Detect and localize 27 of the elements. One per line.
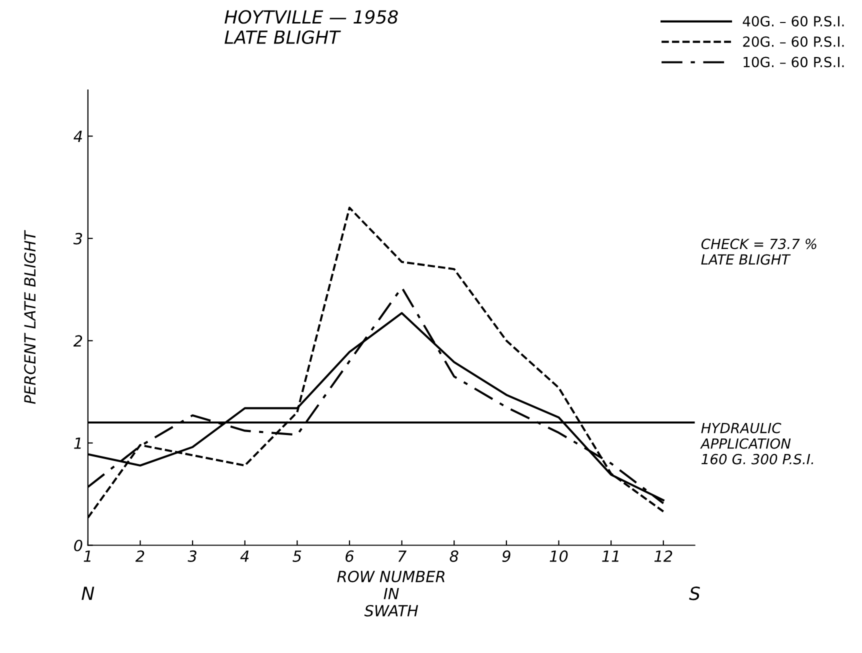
legend-label: 20G. – 60 P.S.I. xyxy=(743,36,844,47)
x-tick-label: 5 xyxy=(292,550,302,562)
x-tick-label: 9 xyxy=(502,550,510,562)
y-tick-label: 1 xyxy=(74,438,81,449)
x-tick-label: 12 xyxy=(654,550,672,562)
x-tick-label: 10 xyxy=(550,550,568,562)
y-axis-title: PERCENT LATE BLIGHT xyxy=(24,230,36,404)
x-tick-label: 2 xyxy=(135,550,144,562)
y-tick-label: 4 xyxy=(74,130,82,142)
y-tick-label: 2 xyxy=(73,335,82,346)
x-axis-title: ROW NUMBER IN SWATH xyxy=(337,570,444,616)
text: S xyxy=(689,586,700,600)
text: CHECK = 73.7 % LATE BLIGHT xyxy=(701,238,816,265)
x-tick-label: 7 xyxy=(398,550,407,562)
chart-title: HOYTVILLE — 1958 LATE BLIGHT xyxy=(224,10,398,44)
x-tick-label: 3 xyxy=(188,550,196,562)
x-tick-label: 8 xyxy=(450,550,458,562)
legend-label: 10G. – 60 P.S.I. xyxy=(744,56,844,68)
y-tick-label: 3 xyxy=(73,232,82,244)
x-tick-label: 11 xyxy=(602,550,618,562)
legend-label: 40G. – 60 P.S.I. xyxy=(742,16,844,27)
x-tick-label: 1 xyxy=(84,550,90,562)
x-tick-label: 4 xyxy=(240,550,249,562)
text: N xyxy=(82,586,94,600)
ref-line-label: HYDRAULIC APPLICATION 160 G. 300 P.S.I. xyxy=(700,422,814,464)
y-tick-label: 0 xyxy=(74,540,82,552)
x-tick-label: 6 xyxy=(346,550,354,562)
